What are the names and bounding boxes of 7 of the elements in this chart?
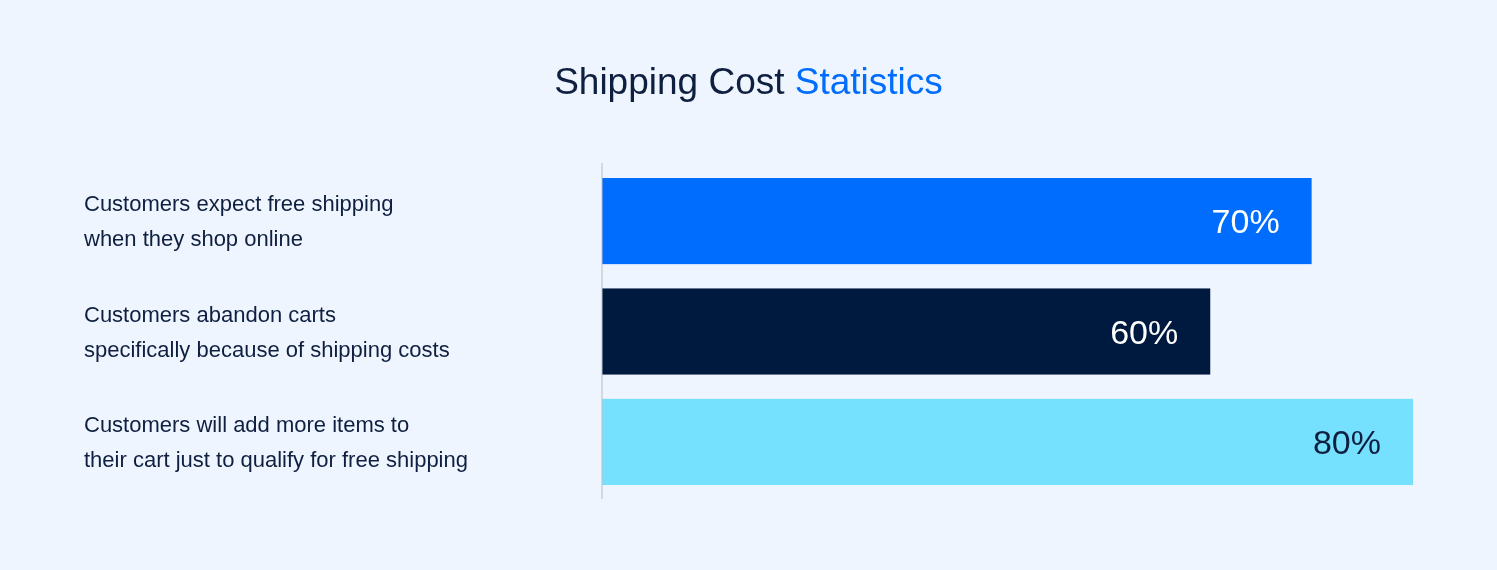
y-tick-label: Customers will add more items to their cart just to qualify for free shipping	[84, 412, 468, 473]
chart-title: Shipping Cost Statistics	[554, 61, 943, 102]
y-tick-label: Customers expect free shipping when they shop online	[83, 191, 394, 252]
data-label: 60%	[1110, 312, 1179, 351]
data-label: 80%	[1312, 423, 1381, 462]
y-tick-label: Customers abandon carts specifically because of shipping costs	[84, 301, 450, 362]
data-label: 70%	[1211, 202, 1280, 241]
